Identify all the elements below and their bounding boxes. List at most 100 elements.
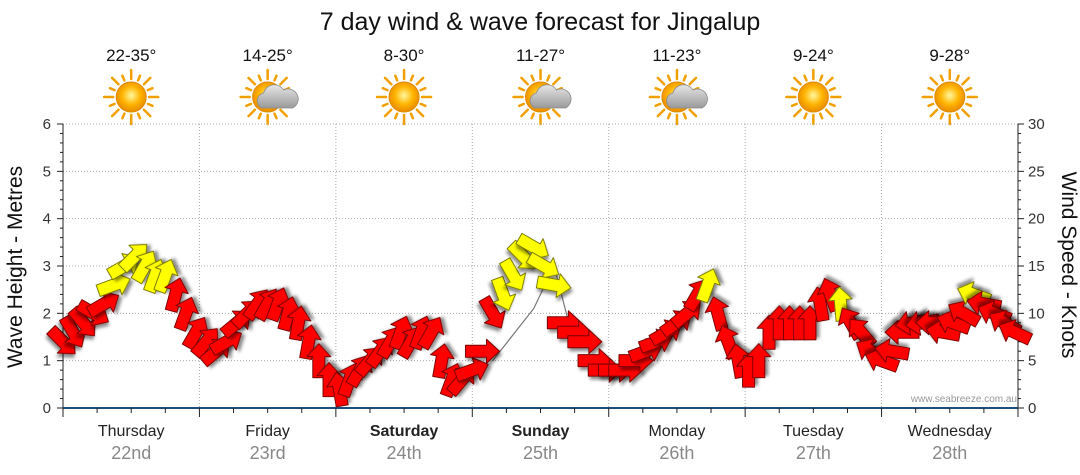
wind-arrow-shape [998, 319, 1034, 346]
sun-ray [257, 74, 263, 82]
sun-ray [520, 108, 530, 118]
wind-arrow-shape [874, 338, 911, 363]
wind-arrow [164, 277, 189, 313]
sun-ray [939, 74, 945, 82]
sun-ray [803, 112, 808, 120]
cloud-shape [256, 84, 299, 109]
left-tick-label: 0 [43, 400, 51, 417]
left-tick-label: 6 [43, 116, 51, 133]
sun-ray [546, 112, 551, 120]
cloud-icon [256, 84, 299, 109]
sun-ray [656, 76, 666, 86]
day-weather-icon [785, 68, 842, 126]
day-name: Sunday [512, 423, 570, 440]
sun-ray [961, 76, 971, 86]
left-axis-label: Wave Height - Metres [4, 166, 27, 368]
wind-arrow [567, 329, 603, 355]
wind-arrow-shape [153, 258, 179, 294]
day-name: Monday [648, 423, 705, 440]
day-weather-icon [512, 68, 572, 126]
wind-arrow [453, 356, 489, 383]
sun-ray [279, 76, 288, 86]
sun-ray [688, 108, 698, 118]
sun-ray [245, 86, 253, 92]
wind-arrow [429, 343, 455, 379]
sun-disc [934, 81, 966, 113]
sun-ray [121, 112, 126, 120]
wind-arrow [499, 257, 527, 291]
wind-arrow [874, 338, 911, 363]
wind-arrow [265, 287, 292, 323]
sun-ray [136, 74, 142, 82]
sun-ray [381, 102, 389, 108]
sun-ray [121, 74, 126, 82]
sun-ray [409, 112, 415, 120]
sun-ray [273, 112, 278, 120]
day-name: Friday [245, 423, 289, 440]
sun-ray [955, 74, 960, 82]
day-name: Thursday [98, 423, 165, 440]
sun-ray [828, 86, 836, 92]
sun-ray [927, 86, 935, 92]
sun-icon [785, 68, 842, 126]
wind-arrow [491, 275, 517, 311]
wind-arrow-shape [286, 305, 312, 342]
wind-arrow [478, 295, 506, 329]
sun-ray [394, 74, 399, 82]
wind-arrow-shape [130, 250, 158, 285]
sun-ray [257, 112, 263, 120]
sun-disc [115, 81, 147, 113]
watermark: www.seabreeze.com.au [910, 394, 1017, 405]
sun-ray [381, 86, 389, 92]
sun-ray [955, 112, 960, 120]
day-name: Wednesday [908, 423, 992, 440]
chart-title: 7 day wind & wave forecast for Jingalup [320, 8, 761, 36]
sun-ray [419, 86, 427, 92]
wind-arrow [865, 347, 901, 373]
day-weather-icon [239, 68, 299, 126]
sun-ray [419, 102, 427, 108]
wind-arrow-shape [567, 329, 603, 355]
sun-icon [921, 68, 979, 126]
day-date: 25th [523, 443, 558, 463]
day-weather-icon [921, 68, 979, 126]
day-weather-icon [102, 68, 160, 126]
left-tick-label: 1 [43, 353, 51, 370]
sun-ray [824, 76, 834, 86]
sun-ray [654, 86, 662, 92]
sun-ray [247, 76, 257, 86]
sun-disc [388, 81, 420, 113]
sun-ray [824, 108, 834, 118]
sun-ray [551, 76, 561, 86]
sun-icon [102, 68, 160, 126]
sun-ray [939, 112, 945, 120]
sun-ray [108, 86, 116, 92]
day-weather-icon [648, 68, 708, 126]
sun-ray [518, 86, 526, 92]
right-tick-label: 10 [1028, 305, 1045, 322]
wind-arrow-shape [525, 251, 560, 279]
sun-ray [394, 112, 399, 120]
right-axis-label: Wind Speed - Knots [1057, 172, 1080, 359]
wind-arrow-shape [265, 287, 292, 323]
cloud-icon [666, 84, 708, 109]
sun-ray [383, 108, 393, 118]
wind-arrow-shape [417, 317, 445, 351]
sun-ray [530, 112, 535, 120]
cloud-icon [529, 84, 572, 109]
wind-arrow-shape [429, 343, 455, 379]
wind-arrow [704, 296, 729, 332]
sun-ray [546, 74, 551, 82]
day-weather-icon [375, 68, 433, 126]
sun-ray [927, 102, 935, 108]
wind-arrow [277, 296, 302, 332]
wind-arrow [153, 258, 179, 294]
sun-ray [279, 108, 288, 118]
day-date: 27th [796, 443, 831, 463]
wind-arrow-shape [499, 257, 527, 291]
sun-ray [656, 108, 666, 118]
sun-ray [818, 112, 824, 120]
day-date: 24th [387, 443, 422, 463]
wind-arrow [535, 273, 572, 298]
